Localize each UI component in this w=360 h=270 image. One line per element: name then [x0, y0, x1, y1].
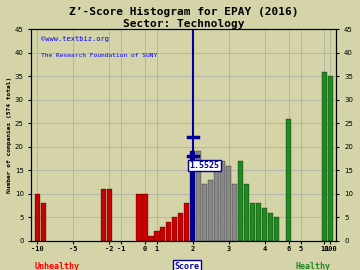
Bar: [226, 166, 231, 241]
Bar: [35, 194, 40, 241]
Bar: [172, 217, 177, 241]
Text: The Research Foundation of SUNY: The Research Foundation of SUNY: [41, 53, 157, 58]
Bar: [184, 203, 189, 241]
Text: Healthy: Healthy: [296, 262, 331, 270]
Bar: [256, 203, 261, 241]
Bar: [202, 184, 207, 241]
Bar: [268, 212, 273, 241]
Bar: [214, 166, 219, 241]
Bar: [166, 222, 171, 241]
Bar: [196, 151, 201, 241]
Bar: [250, 203, 255, 241]
Bar: [190, 151, 195, 241]
Bar: [148, 236, 153, 241]
Bar: [286, 119, 291, 241]
Bar: [328, 76, 333, 241]
Bar: [178, 212, 184, 241]
Bar: [41, 203, 46, 241]
Bar: [262, 208, 267, 241]
Y-axis label: Number of companies (574 total): Number of companies (574 total): [7, 77, 12, 193]
Bar: [220, 161, 225, 241]
Bar: [154, 231, 159, 241]
Bar: [322, 72, 327, 241]
Bar: [208, 180, 213, 241]
Text: ©www.textbiz.org: ©www.textbiz.org: [41, 36, 108, 42]
Bar: [238, 161, 243, 241]
Title: Z’-Score Histogram for EPAY (2016)
Sector: Technology: Z’-Score Histogram for EPAY (2016) Secto…: [69, 7, 299, 29]
Bar: [100, 189, 106, 241]
Text: Unhealthy: Unhealthy: [35, 262, 80, 270]
Text: Score: Score: [175, 262, 200, 270]
Bar: [274, 217, 279, 241]
Bar: [232, 184, 237, 241]
Bar: [143, 194, 148, 241]
Text: 1.5525: 1.5525: [189, 161, 219, 170]
Bar: [107, 189, 112, 241]
Bar: [161, 227, 166, 241]
Bar: [136, 194, 141, 241]
Bar: [244, 184, 249, 241]
